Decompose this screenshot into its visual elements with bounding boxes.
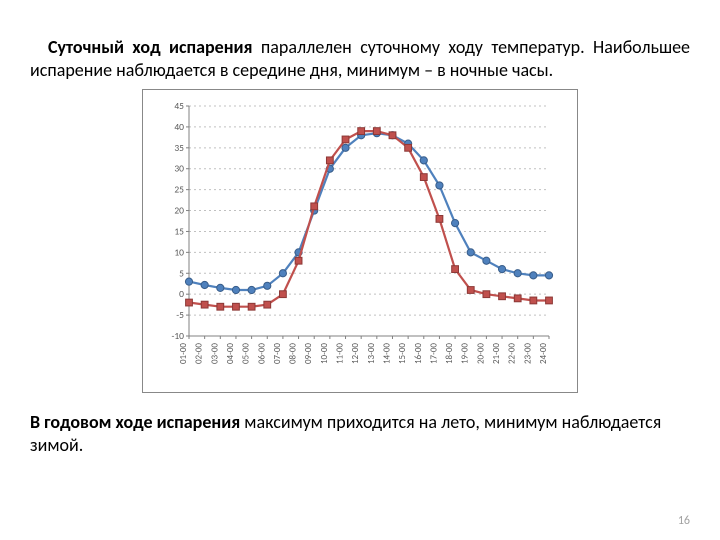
svg-text:18-00: 18-00 xyxy=(444,343,455,364)
svg-text:35: 35 xyxy=(174,142,184,154)
svg-text:24-00: 24-00 xyxy=(538,343,549,364)
svg-text:11-00: 11-00 xyxy=(335,343,346,364)
svg-text:10-00: 10-00 xyxy=(319,343,330,364)
svg-text:19-00: 19-00 xyxy=(460,343,471,364)
svg-text:08-00: 08-00 xyxy=(288,343,299,364)
svg-text:17-00: 17-00 xyxy=(428,343,439,364)
svg-text:45: 45 xyxy=(174,100,184,112)
svg-text:04-00: 04-00 xyxy=(225,343,236,364)
svg-text:25: 25 xyxy=(174,184,184,196)
svg-text:06-00: 06-00 xyxy=(256,343,267,364)
svg-text:02-00: 02-00 xyxy=(194,343,205,364)
svg-text:12-00: 12-00 xyxy=(350,343,361,364)
svg-text:03-00: 03-00 xyxy=(209,343,220,364)
svg-text:05-00: 05-00 xyxy=(241,343,252,364)
svg-text:10: 10 xyxy=(174,246,184,258)
svg-text:13-00: 13-00 xyxy=(366,343,377,364)
svg-text:0: 0 xyxy=(179,288,184,300)
svg-text:30: 30 xyxy=(174,163,184,175)
svg-text:-5: -5 xyxy=(176,309,184,321)
top-paragraph: Суточный ход испарения параллелен суточн… xyxy=(30,36,690,81)
svg-text:15: 15 xyxy=(174,225,184,237)
svg-text:20: 20 xyxy=(174,205,184,217)
svg-text:16-00: 16-00 xyxy=(413,343,424,364)
svg-text:5: 5 xyxy=(179,267,184,279)
svg-text:40: 40 xyxy=(174,121,184,133)
top-bold: Суточный ход испарения xyxy=(48,36,253,58)
svg-text:22-00: 22-00 xyxy=(507,343,518,364)
svg-text:14-00: 14-00 xyxy=(381,343,392,364)
svg-text:07-00: 07-00 xyxy=(272,343,283,364)
bottom-paragraph: В годовом ходе испарения максимум приход… xyxy=(30,411,690,456)
svg-text:23-00: 23-00 xyxy=(522,343,533,364)
page-number: 16 xyxy=(678,514,690,528)
evaporation-chart: -10 -5 0 5 10 15 20 25 30 35 40 45 01-00 02-00 03-00 04… xyxy=(149,96,559,386)
svg-text:01-00: 01-00 xyxy=(178,343,189,364)
svg-text:20-00: 20-00 xyxy=(475,343,486,364)
svg-text:15-00: 15-00 xyxy=(397,343,408,364)
bottom-bold: В годовом ходе испарения xyxy=(30,411,240,433)
chart-container: -10 -5 0 5 10 15 20 25 30 35 40 45 01-00 02-00 03-00 04… xyxy=(142,89,578,393)
svg-text:09-00: 09-00 xyxy=(303,343,314,364)
svg-text:-10: -10 xyxy=(171,330,184,342)
svg-text:21-00: 21-00 xyxy=(491,343,502,364)
